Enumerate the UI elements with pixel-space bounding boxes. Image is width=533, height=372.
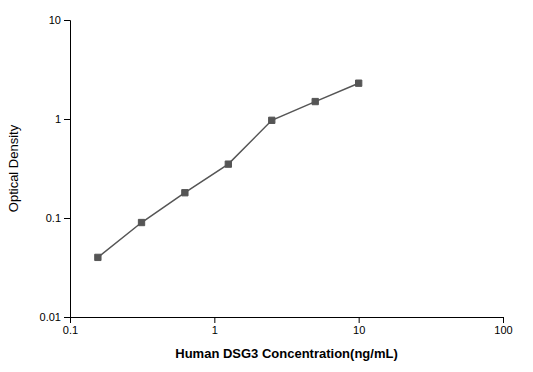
tick-label: 10 <box>353 324 365 336</box>
tick-mark <box>64 20 70 21</box>
tick: 0.1 <box>46 212 70 224</box>
tick-label: 10 <box>49 14 61 26</box>
tick-label: 0.01 <box>40 311 61 323</box>
marker <box>356 80 362 86</box>
tick-label: 1 <box>55 113 61 125</box>
y-axis: 0.01 0.1 1 10 <box>40 14 71 323</box>
tick-mark <box>214 317 215 323</box>
tick: 1 <box>55 113 70 125</box>
tick: 0.1 <box>63 317 78 336</box>
marker <box>182 190 188 196</box>
series <box>95 80 362 261</box>
tick-mark <box>64 317 70 318</box>
tick-mark <box>503 317 504 323</box>
y-axis-title: Optical Density <box>6 124 21 212</box>
tick-mark <box>359 317 360 323</box>
line <box>98 83 359 257</box>
axis-line <box>71 318 504 324</box>
tick-mark <box>64 218 70 219</box>
tick-label: 0.1 <box>46 212 61 224</box>
marker <box>312 98 318 104</box>
marker <box>95 254 101 260</box>
marker <box>269 117 275 123</box>
x-axis-title: Human DSG3 Concentration(ng/mL) <box>175 346 397 361</box>
marker <box>225 161 231 167</box>
tick-label: 1 <box>212 324 218 336</box>
tick: 100 <box>494 317 512 336</box>
tick: 0.01 <box>40 311 70 323</box>
chart: 0.11101000.010.1110Human DSG3 Concentrat… <box>0 0 533 372</box>
axis-line <box>64 21 71 318</box>
tick: 10 <box>49 14 70 26</box>
tick-mark <box>64 119 70 120</box>
tick: 1 <box>212 317 218 336</box>
tick-label: 100 <box>494 324 512 336</box>
marker <box>138 219 144 225</box>
x-axis: 0.1 1 10 100 <box>63 317 513 336</box>
tick: 10 <box>353 317 365 336</box>
plot: 0.11101000.010.1110 <box>40 14 513 336</box>
tick-label: 0.1 <box>63 324 78 336</box>
